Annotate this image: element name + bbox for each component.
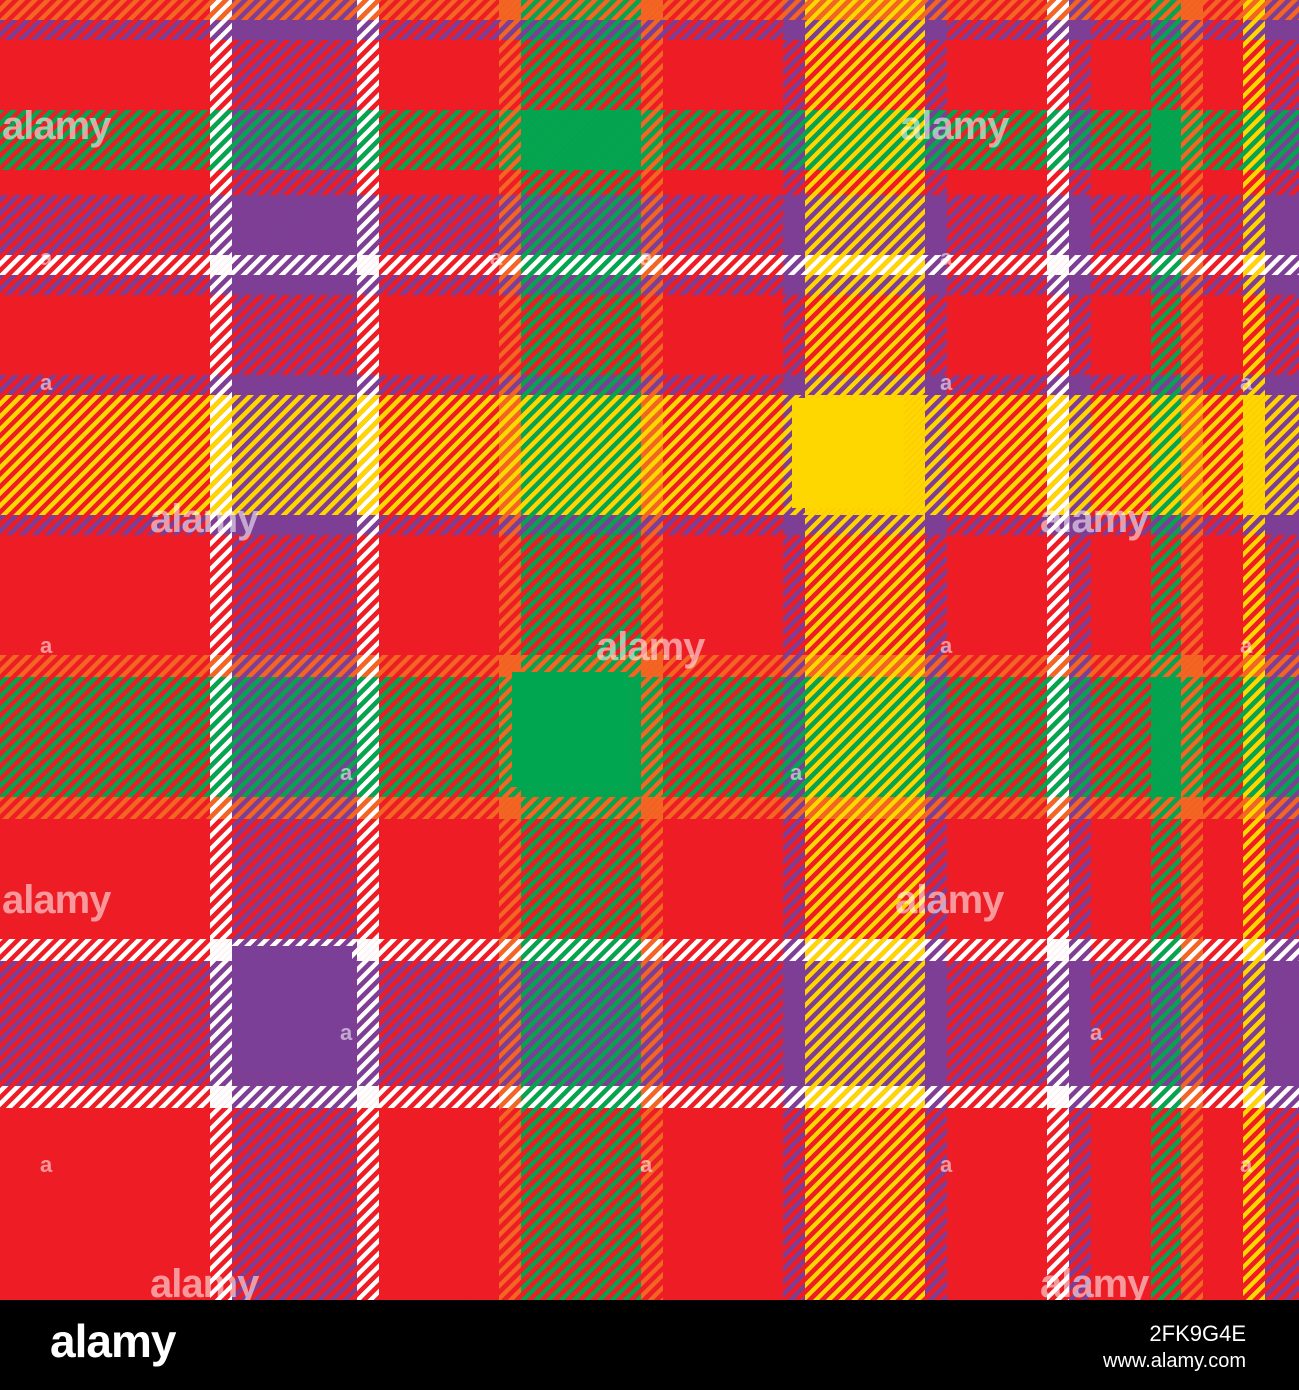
weft-stripe-purple: [0, 515, 1299, 535]
weft-stripe-red: [0, 1108, 1299, 1300]
tartan-image: [0, 0, 1299, 1300]
weft-stripe-purple: [0, 375, 1299, 395]
weft-stripe-green: [0, 677, 1299, 797]
weft-stripe-orange: [0, 797, 1299, 819]
weft-stripe-white: [0, 939, 1299, 961]
weft-stripe-purple: [0, 195, 1299, 255]
weft-stripe-orange: [0, 655, 1299, 677]
solid-block-yellow: [792, 398, 904, 508]
weft-stripe-purple: [0, 961, 1299, 1086]
weft-stripe-red: [0, 295, 1299, 375]
plaid-pattern: alamy alamy alamy alamy alamy alamy alam…: [0, 0, 1299, 1300]
weft-stripe-red: [0, 535, 1299, 655]
solid-blocks: [232, 398, 904, 1071]
footer-bar: alamy 2FK9G4E www.alamy.com: [0, 1300, 1299, 1390]
weft-stripe-purple: [0, 20, 1299, 40]
solid-block-purple: [232, 946, 352, 1071]
image-id: 2FK9G4E: [1149, 1321, 1246, 1346]
weft-stripe-green: [0, 110, 1299, 170]
weft-stripe-red: [0, 819, 1299, 939]
weft-stripe-white: [0, 1086, 1299, 1108]
weft-stripe-yellow: [0, 395, 1299, 515]
weft-stripe-white: [0, 255, 1299, 275]
weft-stripe-red: [0, 40, 1299, 110]
horizontal-stripes: [0, 0, 1299, 1300]
weft-stripe-red: [0, 170, 1299, 195]
site-url: www.alamy.com: [1103, 1350, 1246, 1372]
alamy-logo: alamy: [50, 1315, 176, 1367]
solid-block-green: [512, 672, 628, 787]
weft-stripe-purple: [0, 275, 1299, 295]
weft-stripe-orange: [0, 0, 1299, 20]
